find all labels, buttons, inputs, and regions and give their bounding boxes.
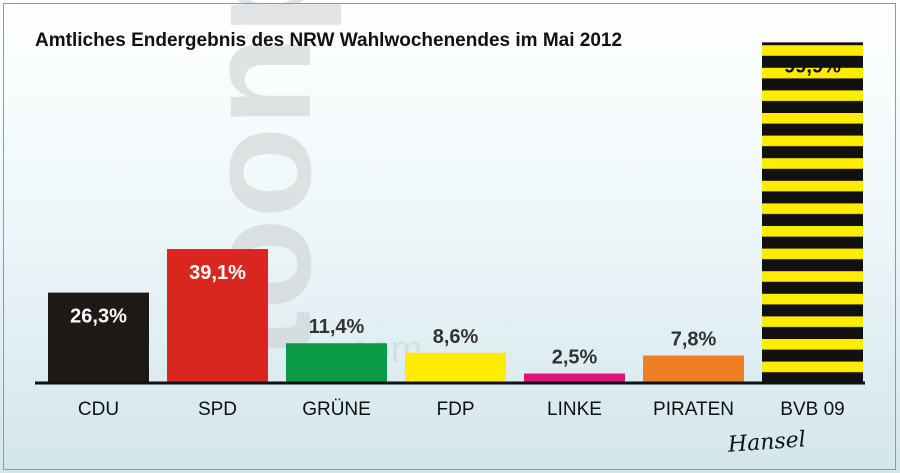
labels-layer: 26,3% CDU 39,1% SPD 11,4% GRÜNE 8,6% FDP 2,5% LIN…	[70, 55, 845, 420]
value-label: 26,3%	[70, 306, 127, 328]
value-label: 8,6%	[433, 326, 479, 348]
bar-cdu	[48, 292, 149, 382]
bar-linke	[524, 373, 625, 382]
category-label: LINKE	[547, 399, 602, 420]
value-label: 99,9%	[784, 55, 841, 77]
value-label: 11,4%	[309, 316, 365, 338]
value-label: 7,8%	[671, 328, 717, 350]
category-label: PIRATEN	[653, 399, 734, 420]
bar-gr-ne	[286, 343, 387, 382]
chart-title: Amtliches Endergebnis des NRW Wahlwochen…	[35, 30, 623, 51]
bar-fdp	[405, 352, 506, 382]
bar-spd	[167, 249, 268, 382]
bars-layer	[48, 42, 863, 383]
category-label: FDP	[437, 399, 475, 420]
category-label: CDU	[78, 399, 119, 420]
category-label: BVB 09	[780, 399, 844, 420]
category-label: GRÜNE	[302, 399, 371, 420]
value-label: 39,1%	[189, 262, 246, 284]
bar-piraten	[643, 355, 744, 382]
value-label: 2,5%	[552, 347, 598, 369]
category-label: SPD	[198, 399, 237, 420]
bar-bvb-09	[762, 42, 863, 383]
